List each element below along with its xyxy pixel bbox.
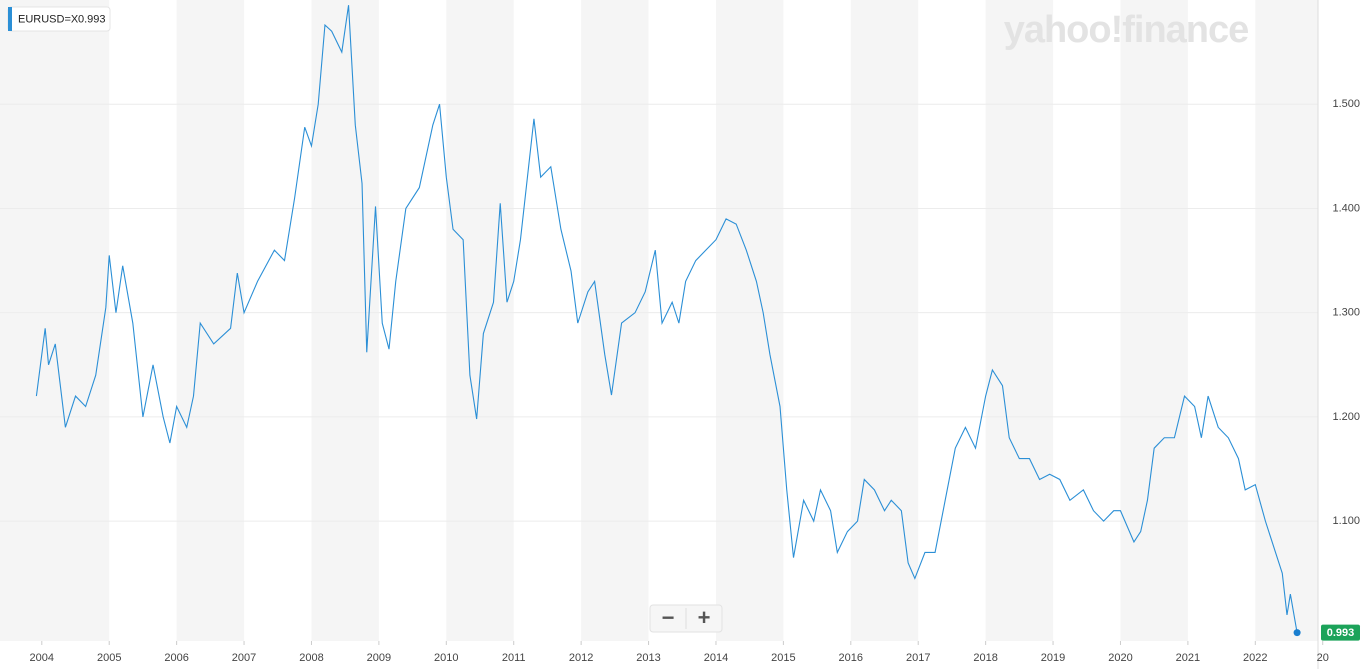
zoom-controls: − + xyxy=(649,604,723,633)
last-point xyxy=(1293,629,1301,637)
year-band xyxy=(985,0,1054,641)
year-band xyxy=(715,0,784,641)
year-band xyxy=(581,0,649,641)
zoom-out[interactable]: − xyxy=(662,605,675,630)
legend-swatch xyxy=(8,7,12,31)
year-band xyxy=(311,0,379,641)
year-band xyxy=(850,0,919,641)
x-tick-label: 2008 xyxy=(299,652,323,664)
y-tick-label: 1.400 xyxy=(1332,202,1360,214)
x-tick-label: 2015 xyxy=(771,652,795,664)
x-tick-label: 20 xyxy=(1317,652,1329,664)
last-price-box xyxy=(1321,624,1360,641)
year-band xyxy=(1255,0,1318,641)
x-tick-label: 2016 xyxy=(839,652,863,664)
legend-value: 0.993 xyxy=(78,13,106,25)
x-tick-label: 2013 xyxy=(636,652,660,664)
x-tick-label: 2017 xyxy=(906,652,930,664)
y-tick-label: 1.500 xyxy=(1332,98,1360,110)
x-tick-label: 2007 xyxy=(232,652,256,664)
legend: EURUSD=X 0.993 xyxy=(7,6,111,32)
x-tick-label: 2010 xyxy=(434,652,458,664)
x-tick-label: 2019 xyxy=(1041,652,1065,664)
year-band xyxy=(0,0,110,641)
x-tick-label: 2009 xyxy=(367,652,391,664)
x-tick-label: 2021 xyxy=(1176,652,1200,664)
y-tick-label: 1.200 xyxy=(1332,411,1360,423)
year-bands xyxy=(0,0,1318,641)
y-tick-label: 1.100 xyxy=(1332,515,1360,527)
x-tick-label: 2005 xyxy=(97,652,121,664)
legend-name: EURUSD=X xyxy=(18,13,79,25)
x-tick-label: 2018 xyxy=(973,652,997,664)
x-tick-label: 2012 xyxy=(569,652,593,664)
y-tick-label: 1.300 xyxy=(1332,307,1360,319)
x-tick-label: 2014 xyxy=(704,652,728,664)
year-band xyxy=(446,0,514,641)
plot: 0.993 xyxy=(35,5,1360,641)
watermark: yahoo!finance xyxy=(1004,9,1249,51)
last-price-label: 0.993 xyxy=(1327,627,1355,639)
x-tick-label: 2022 xyxy=(1243,652,1267,664)
x-tick-label: 2006 xyxy=(164,652,188,664)
zoom-in[interactable]: + xyxy=(698,605,711,630)
price-line xyxy=(35,5,1298,633)
year-band xyxy=(176,0,245,641)
x-tick-label: 2004 xyxy=(30,652,54,664)
year-band xyxy=(1120,0,1188,641)
x-tick-label: 2020 xyxy=(1108,652,1132,664)
x-tick-label: 2011 xyxy=(502,652,526,664)
